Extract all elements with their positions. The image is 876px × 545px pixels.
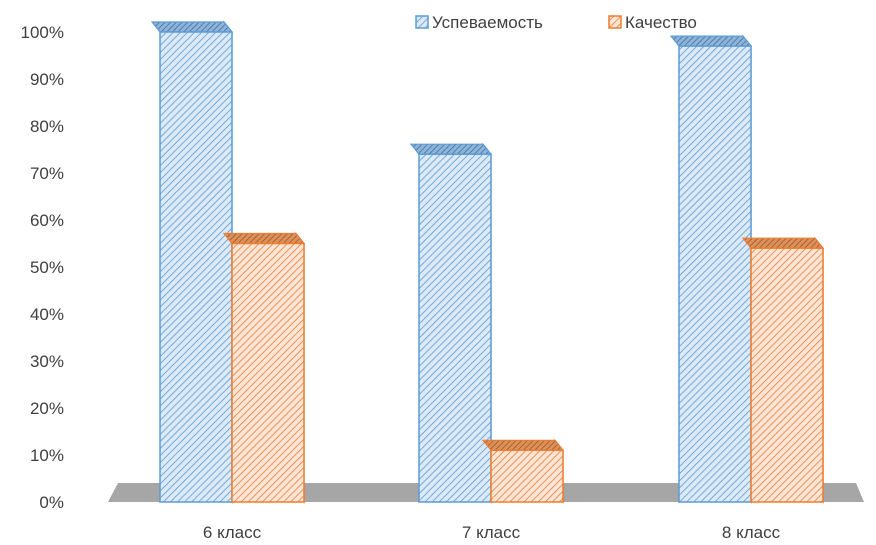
bar-kachestvo-7 — [481, 438, 565, 504]
legend-label-uspevaemost: Успеваемость — [432, 13, 543, 32]
bar-front-face — [159, 31, 233, 503]
legend: Успеваемость Качество — [415, 13, 697, 32]
legend-item-kachestvo: Качество — [608, 13, 697, 32]
y-tick-label: 80% — [30, 117, 64, 136]
legend-swatch-kachestvo — [608, 15, 622, 29]
legend-label-kachestvo: Качество — [625, 13, 697, 32]
legend-item-uspevaemost: Успеваемость — [415, 13, 543, 32]
y-tick-label: 20% — [30, 399, 64, 418]
y-tick-label: 30% — [30, 352, 64, 371]
bar-uspevaemost-8 — [669, 34, 753, 504]
y-tick-label: 70% — [30, 164, 64, 183]
bar-front-face — [418, 153, 492, 503]
y-tick-label: 40% — [30, 305, 64, 324]
bar-uspevaemost-7 — [409, 142, 493, 504]
bar-uspevaemost-6 — [150, 20, 234, 504]
y-tick-label: 100% — [21, 23, 64, 42]
bar-kachestvo-8 — [741, 236, 825, 504]
y-tick-label: 50% — [30, 258, 64, 277]
y-tick-label: 90% — [30, 70, 64, 89]
bar-front-face — [231, 242, 305, 503]
bar-front-face — [678, 45, 752, 503]
y-tick-label: 60% — [30, 211, 64, 230]
bar-top-face — [222, 232, 306, 245]
bar-front-face — [490, 449, 564, 503]
x-category-label: 7 класс — [462, 523, 521, 542]
bar-top-face — [409, 143, 493, 155]
bar-front-face — [750, 247, 824, 503]
bar-kachestvo-6 — [222, 231, 306, 504]
bar-top-face — [481, 439, 565, 451]
y-tick-label: 10% — [30, 446, 64, 465]
y-tick-label: 0% — [39, 493, 64, 512]
x-category-label: 8 класс — [722, 523, 781, 542]
legend-swatch-uspevaemost — [415, 15, 429, 29]
x-category-label: 6 класс — [203, 523, 262, 542]
bar-top-face — [741, 237, 825, 249]
bar-top-face — [669, 35, 753, 47]
bar-top-face — [150, 21, 234, 33]
